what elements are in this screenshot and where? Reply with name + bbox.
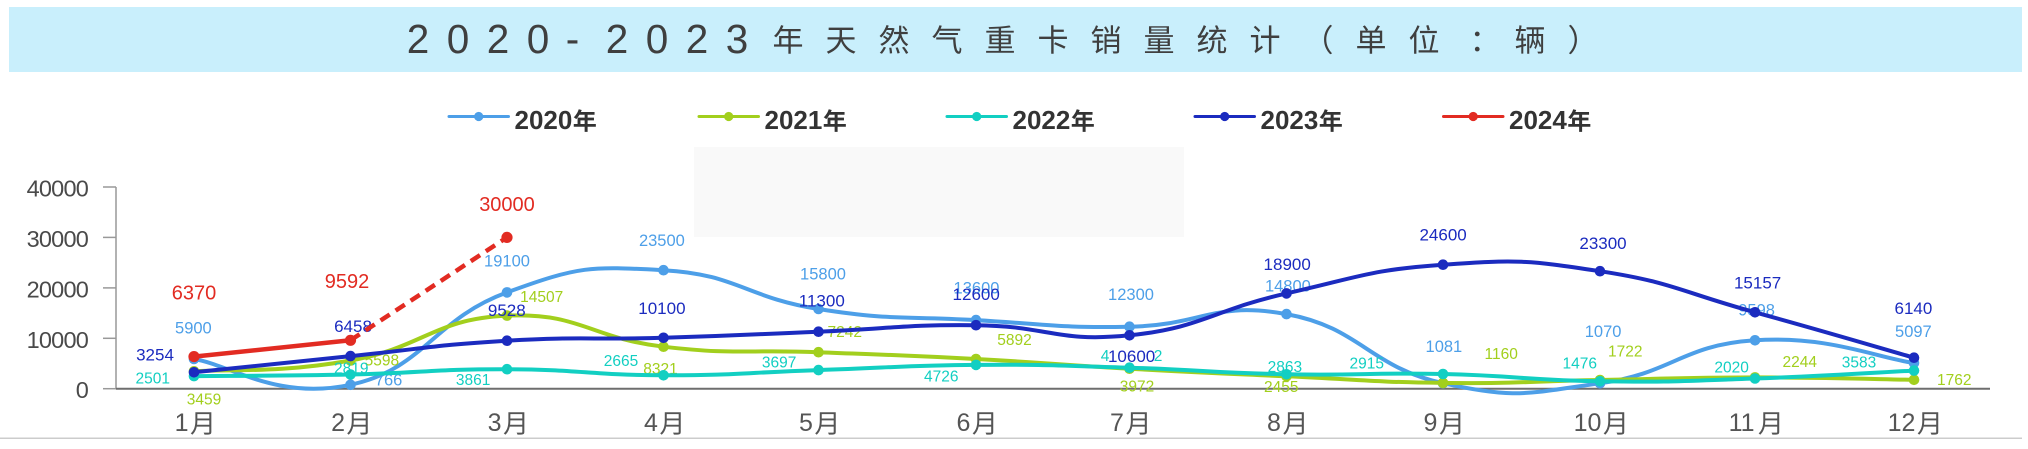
svg-text:18900: 18900 (1264, 255, 1311, 274)
svg-text:4726: 4726 (924, 369, 958, 386)
svg-text:1762: 1762 (1937, 372, 1971, 389)
svg-text:19100: 19100 (484, 253, 530, 271)
svg-text:2023: 2023 (1261, 105, 1319, 135)
svg-text:12600: 12600 (953, 285, 1000, 304)
svg-text:11300: 11300 (799, 292, 845, 311)
svg-text:2: 2 (487, 16, 510, 62)
svg-text:2024: 2024 (1509, 105, 1567, 135)
svg-text:8: 8 (1267, 409, 1281, 437)
svg-text:6: 6 (957, 409, 971, 437)
svg-text:10: 10 (1574, 409, 1602, 437)
svg-text:10000: 10000 (27, 327, 89, 353)
svg-text:9592: 9592 (325, 271, 370, 293)
svg-text:2: 2 (606, 16, 629, 62)
svg-text:4: 4 (1101, 348, 1110, 365)
svg-text:2020: 2020 (515, 105, 573, 135)
svg-text:2: 2 (331, 409, 345, 437)
svg-text:2915: 2915 (1349, 355, 1383, 372)
svg-text:3: 3 (726, 16, 749, 62)
svg-text:2455: 2455 (1264, 379, 1298, 396)
svg-text:3254: 3254 (136, 346, 174, 365)
svg-text:2021: 2021 (765, 105, 823, 135)
svg-text:0: 0 (527, 16, 550, 62)
svg-text:1: 1 (175, 409, 189, 437)
svg-text:2244: 2244 (1782, 354, 1817, 371)
svg-text:15157: 15157 (1734, 274, 1781, 293)
svg-text:6140: 6140 (1894, 299, 1932, 318)
svg-text:3583: 3583 (1842, 354, 1876, 371)
svg-text:3972: 3972 (1120, 378, 1154, 395)
svg-text:1081: 1081 (1426, 338, 1463, 356)
svg-text:12: 12 (1888, 409, 1916, 437)
svg-text:5097: 5097 (1895, 323, 1932, 341)
svg-text:2665: 2665 (604, 353, 638, 370)
svg-text:0: 0 (76, 377, 89, 403)
svg-text:6458: 6458 (334, 317, 372, 336)
svg-text:5900: 5900 (175, 320, 212, 338)
svg-text:30000: 30000 (27, 226, 89, 252)
svg-text:7: 7 (1110, 409, 1124, 437)
svg-text:2819: 2819 (334, 360, 368, 377)
svg-text:1070: 1070 (1585, 323, 1622, 341)
svg-text:9: 9 (1424, 409, 1438, 437)
svg-text:20000: 20000 (27, 276, 89, 302)
svg-text:4: 4 (644, 409, 658, 437)
svg-text:40000: 40000 (27, 176, 89, 202)
svg-text:23500: 23500 (639, 232, 685, 250)
svg-text:5598: 5598 (365, 353, 399, 370)
svg-text:10100: 10100 (638, 299, 685, 318)
svg-text:0: 0 (447, 16, 470, 62)
svg-text:2: 2 (407, 16, 430, 62)
svg-text:766: 766 (375, 372, 403, 390)
svg-text:5: 5 (799, 409, 813, 437)
svg-text:5892: 5892 (997, 332, 1031, 349)
svg-text:6370: 6370 (172, 283, 217, 305)
svg-text:23300: 23300 (1579, 234, 1626, 253)
svg-text:1160: 1160 (1485, 346, 1519, 363)
svg-text:30000: 30000 (479, 194, 535, 216)
svg-text:3697: 3697 (762, 354, 796, 371)
svg-text:9528: 9528 (488, 301, 526, 320)
svg-text:2: 2 (686, 16, 709, 62)
svg-text:11: 11 (1729, 409, 1755, 437)
svg-text:3: 3 (488, 409, 502, 437)
svg-text:15800: 15800 (800, 266, 846, 284)
svg-text:2501: 2501 (135, 371, 169, 388)
svg-text:1722: 1722 (1608, 344, 1642, 361)
svg-text:0: 0 (646, 16, 669, 62)
svg-text:14507: 14507 (520, 289, 563, 306)
svg-text:13600: 13600 (954, 280, 1000, 298)
svg-text:2022: 2022 (1013, 105, 1071, 135)
svg-text:2020: 2020 (1714, 360, 1749, 377)
svg-text:1476: 1476 (1563, 355, 1597, 372)
svg-text:24600: 24600 (1419, 226, 1466, 245)
svg-text:12300: 12300 (1108, 286, 1154, 304)
svg-text:-: - (566, 16, 580, 62)
svg-text:3459: 3459 (187, 392, 221, 409)
svg-text:2863: 2863 (1268, 359, 1302, 376)
svg-text:2: 2 (1154, 348, 1163, 365)
svg-text:3861: 3861 (456, 372, 490, 389)
svg-text:10600: 10600 (1108, 347, 1155, 366)
